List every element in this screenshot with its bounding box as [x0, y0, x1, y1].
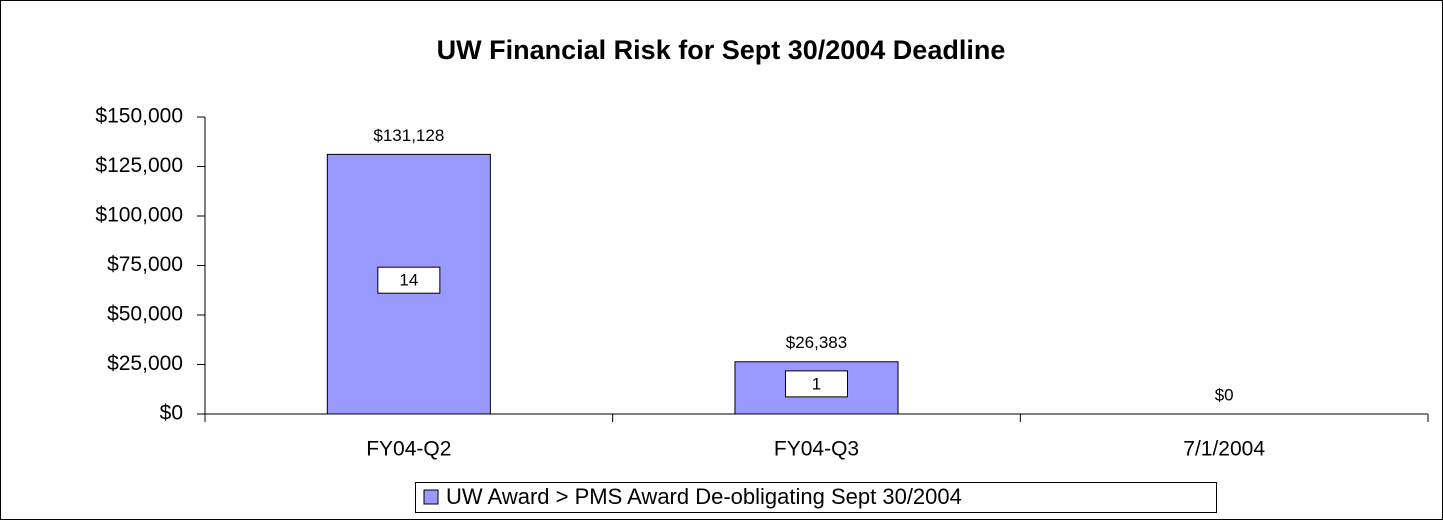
x-tick-label: 7/1/2004	[1183, 438, 1265, 461]
y-tick-label: $25,000	[107, 352, 183, 375]
y-tick-label: $75,000	[107, 253, 183, 276]
data-label: $131,128	[373, 126, 444, 145]
y-tick-label: $0	[160, 402, 183, 425]
count-box	[377, 266, 441, 294]
legend-box	[415, 482, 1217, 513]
count-label: 14	[399, 271, 418, 290]
chart-title: UW Financial Risk for Sept 30/2004 Deadl…	[437, 35, 1006, 65]
legend-label: UW Award > PMS Award De-obligating Sept …	[446, 484, 962, 509]
x-tick-label: FY04-Q3	[774, 438, 859, 461]
y-tick-label: $50,000	[107, 303, 183, 326]
data-label: $0	[1215, 385, 1234, 404]
count-box	[785, 370, 848, 398]
y-tick-label: $125,000	[95, 154, 183, 177]
y-tick-label: $100,000	[95, 204, 183, 227]
count-label: 1	[812, 374, 821, 393]
x-tick-label: FY04-Q2	[366, 438, 451, 461]
data-label: $26,383	[786, 333, 847, 352]
legend-swatch	[423, 489, 439, 505]
y-tick-label: $150,000	[95, 105, 183, 128]
